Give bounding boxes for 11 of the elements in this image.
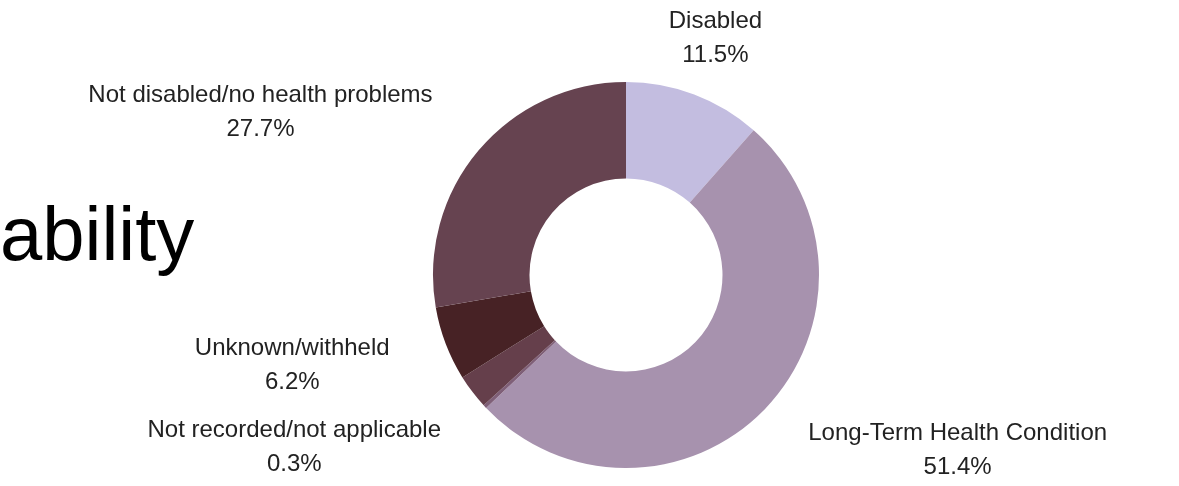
slice-label: Disabled <box>668 5 763 33</box>
slice-label: Unknown/withheld <box>194 332 390 360</box>
text: ability <box>0 190 195 277</box>
data-label: 11.5% <box>682 39 749 67</box>
data-label: 51.4% <box>923 452 992 480</box>
slice-label: Not recorded/not applicable <box>147 415 442 443</box>
data-label: 6.2% <box>264 366 320 394</box>
slice-label: Long-Term Health Condition <box>808 418 1108 446</box>
data-label: 0.3% <box>266 449 322 477</box>
slice-label: Not disabled/no health problems <box>88 79 433 107</box>
data-label: 27.7% <box>226 113 295 141</box>
